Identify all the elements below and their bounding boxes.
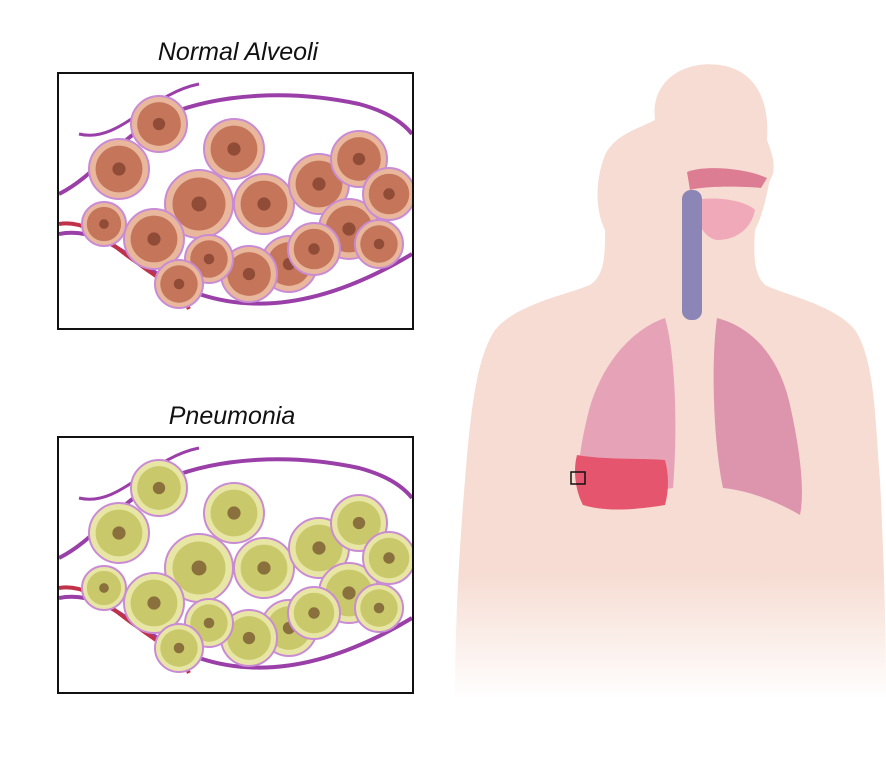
alveolus-opening: [242, 267, 256, 281]
pneumonia-panel: [57, 436, 414, 694]
alveolus-opening: [99, 583, 109, 593]
alveolus-opening: [152, 481, 166, 495]
normal-alveoli-panel: [57, 72, 414, 330]
alveolus-opening: [203, 253, 215, 265]
alveolus-opening: [352, 152, 366, 166]
alveolus-opening: [373, 238, 385, 250]
alveolus-opening: [383, 188, 395, 200]
alveolus-opening: [227, 142, 241, 156]
alveolus-opening: [308, 607, 320, 619]
alveolus-opening: [342, 222, 356, 236]
alveolus-opening: [257, 197, 271, 211]
alveolus-opening: [383, 552, 395, 564]
human-respiratory-figure: [455, 60, 886, 700]
alveolus-opening: [242, 631, 256, 645]
pneumonia-title: Pneumonia: [168, 402, 296, 430]
alveolus-opening: [257, 561, 271, 575]
pneumonia-illustration: [59, 446, 412, 674]
alveolus-opening: [152, 117, 166, 131]
alveolus-opening: [191, 196, 207, 212]
alveolus-opening: [342, 586, 356, 600]
alveolus-opening: [352, 516, 366, 530]
alveolus-opening: [308, 243, 320, 255]
alveolus-opening: [203, 617, 215, 629]
alveolus-opening: [227, 506, 241, 520]
alveolus-opening: [112, 526, 126, 540]
alveolus-opening: [312, 541, 326, 555]
alveolus-opening: [312, 177, 326, 191]
alveolus-opening: [173, 642, 185, 654]
alveolus-opening: [191, 560, 207, 576]
alveolus-opening: [373, 602, 385, 614]
alveolus-opening: [147, 596, 161, 610]
normal-alveoli-title: Normal Alveoli: [157, 38, 319, 66]
alveolus-opening: [173, 278, 185, 290]
alveolus-opening: [112, 162, 126, 176]
alveolus-opening: [99, 219, 109, 229]
normal-alveoli-illustration: [59, 82, 412, 310]
alveolus-opening: [147, 232, 161, 246]
